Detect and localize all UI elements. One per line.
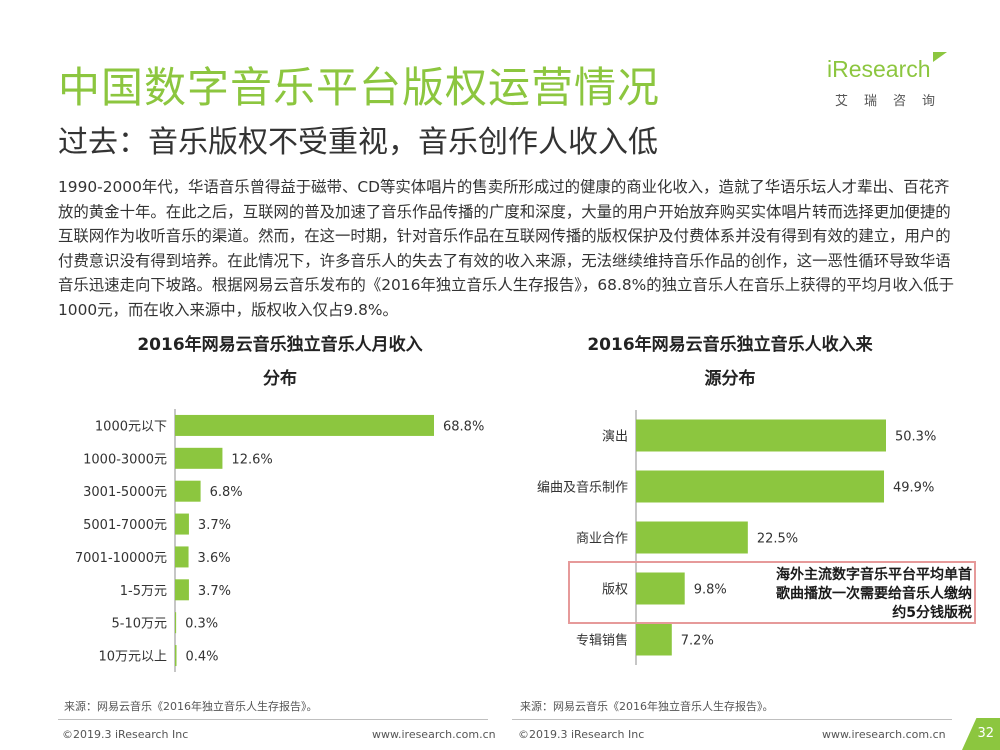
footer-divider-left: [58, 719, 488, 720]
annotation-line2: 歌曲播放一次需要给音乐人缴纳: [776, 586, 972, 602]
category-label: 编曲及音乐制作: [537, 480, 628, 496]
copyright-highlight-box: [568, 561, 976, 624]
category-label: 5001-7000元: [83, 518, 167, 533]
bar: [175, 612, 177, 634]
bar: [175, 579, 189, 601]
value-label: 3.6%: [198, 551, 231, 566]
right-chart-title: 2016年网易云音乐独立音乐人收入来 源分布: [550, 328, 910, 396]
bar: [636, 470, 885, 503]
copyright-annotation: 海外主流数字音乐平台平均单首 歌曲播放一次需要给音乐人缴纳 约5分钱版税: [742, 566, 972, 623]
iresearch-logo: iResearch 艾瑞咨询: [815, 52, 965, 116]
left-chart-title-line2: 分布: [263, 369, 297, 389]
value-label: 12.6%: [231, 452, 272, 467]
left-source-note: 来源：网易云音乐《2016年独立音乐人生存报告》。: [64, 700, 318, 713]
bar: [175, 480, 201, 502]
category-label: 3001-5000元: [83, 485, 167, 500]
right-chart-title-line1: 2016年网易云音乐独立音乐人收入来: [587, 335, 873, 355]
logo-flag-icon: [933, 52, 947, 62]
logo-chinese: 艾瑞咨询: [835, 94, 952, 109]
category-label: 版权: [602, 582, 628, 598]
value-label: 3.7%: [198, 584, 231, 599]
footer-url-left[interactable]: www.iresearch.com.cn: [372, 728, 496, 741]
page-number: 32: [977, 726, 994, 741]
left-chart-title: 2016年网易云音乐独立音乐人月收入 分布: [100, 328, 460, 396]
annotation-line1: 海外主流数字音乐平台平均单首: [776, 567, 972, 583]
right-source-note: 来源：网易云音乐《2016年独立音乐人生存报告》。: [520, 700, 774, 713]
value-label: 3.7%: [198, 518, 231, 533]
value-label: 9.8%: [694, 583, 727, 598]
category-label: 1000-3000元: [83, 452, 167, 467]
bar: [636, 521, 748, 554]
bar: [636, 419, 886, 452]
category-label: 演出: [602, 429, 628, 445]
left-chart-title-line1: 2016年网易云音乐独立音乐人月收入: [137, 335, 423, 355]
value-label: 7.2%: [681, 634, 714, 649]
bar: [175, 513, 189, 535]
bar: [636, 572, 685, 605]
value-label: 0.3%: [185, 617, 218, 632]
value-label: 6.8%: [210, 485, 243, 500]
category-label: 7001-10000元: [75, 551, 167, 566]
bar: [175, 414, 434, 436]
bar: [175, 546, 189, 568]
category-label: 5-10万元: [111, 617, 167, 632]
value-label: 49.9%: [893, 481, 934, 496]
bar: [636, 623, 672, 656]
page-title: 中国数字音乐平台版权运营情况: [58, 63, 661, 112]
right-chart-title-line2: 源分布: [704, 369, 756, 389]
category-label: 专辑销售: [576, 633, 628, 649]
logo-brand: iResearch: [827, 56, 931, 82]
value-label: 22.5%: [757, 532, 798, 547]
footer-copyright-left: ©2019.3 iResearch Inc: [62, 728, 189, 741]
bar: [175, 447, 223, 469]
category-label: 1000元以下: [95, 419, 167, 434]
category-label: 1-5万元: [120, 584, 167, 599]
bar: [175, 645, 177, 667]
value-label: 0.4%: [186, 650, 219, 665]
page-subtitle: 过去：音乐版权不受重视，音乐创作人收入低: [58, 125, 658, 160]
footer-divider-right: [512, 719, 952, 720]
intro-paragraph: 1990-2000年代，华语音乐曾得益于磁带、CD等实体唱片的售卖所形成过的健康…: [58, 178, 955, 319]
category-label: 10万元以上: [98, 650, 167, 665]
annotation-line3: 约5分钱版税: [892, 605, 972, 621]
footer-url-right[interactable]: www.iresearch.com.cn: [822, 728, 946, 741]
value-label: 50.3%: [895, 430, 936, 445]
footer-copyright-right: ©2019.3 iResearch Inc: [518, 728, 645, 741]
value-label: 68.8%: [443, 419, 484, 434]
category-label: 商业合作: [576, 532, 628, 547]
